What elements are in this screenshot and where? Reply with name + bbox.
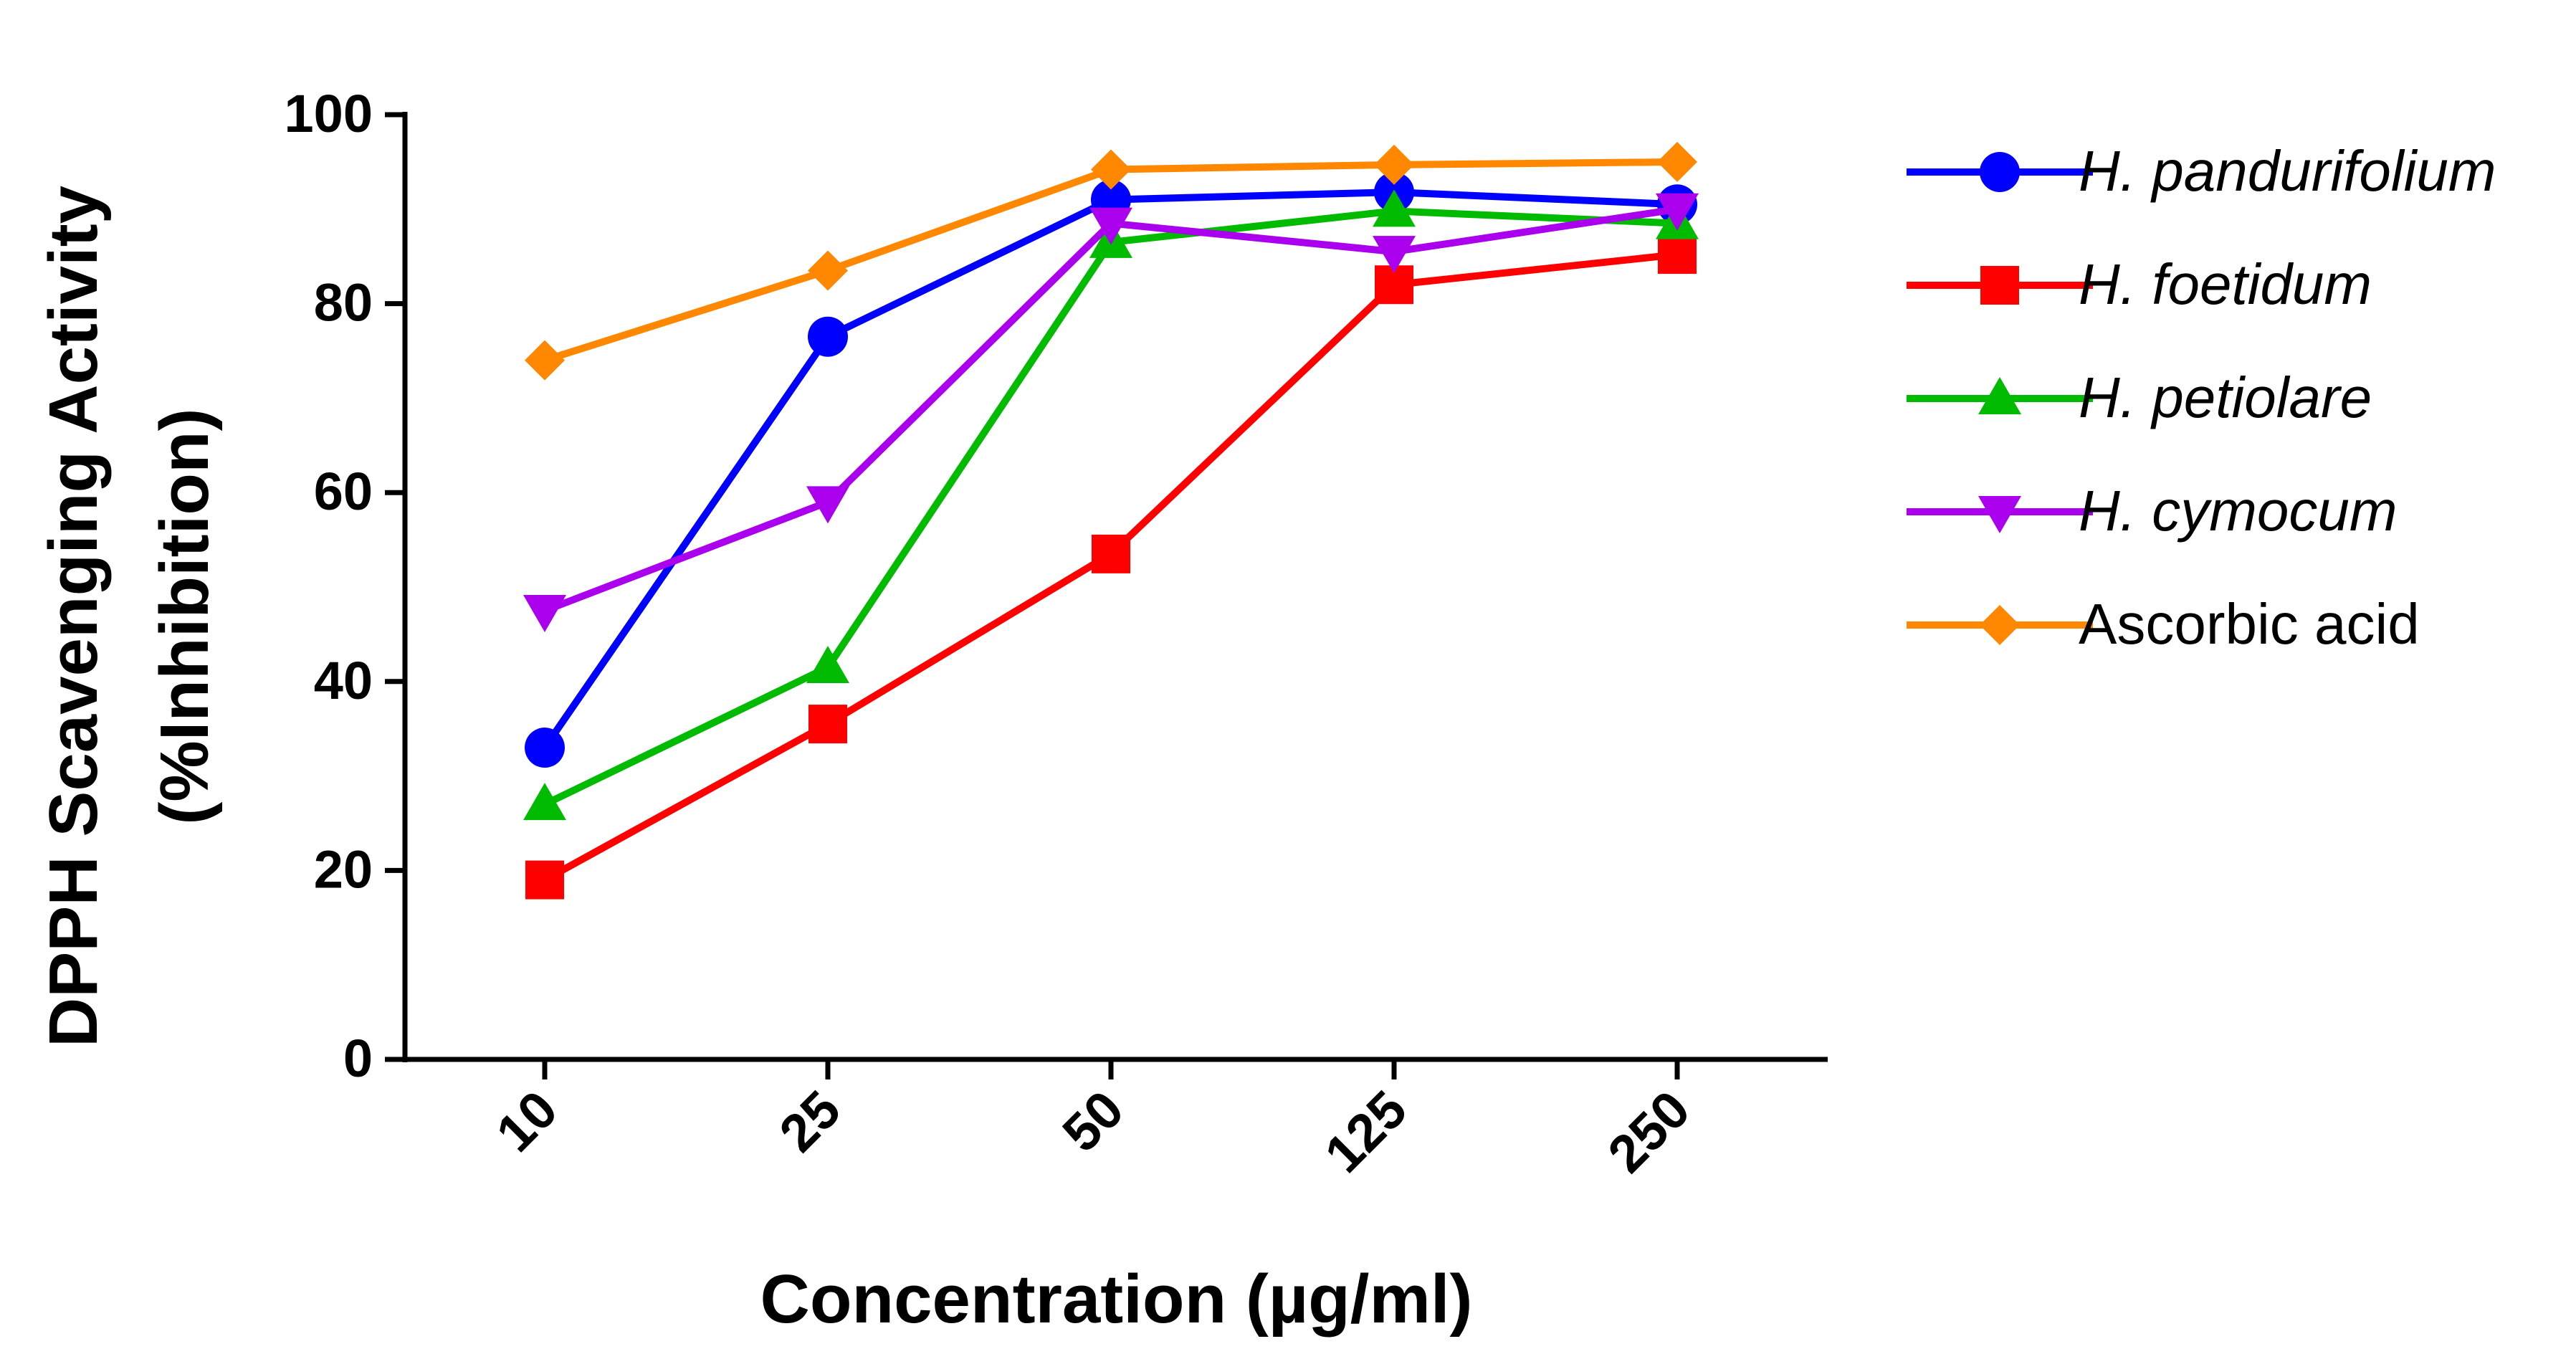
- legend-entry: H. cymocum: [1907, 479, 2398, 543]
- legend-label: H. petiolare: [2079, 366, 2372, 429]
- legend-swatch-marker: [1978, 496, 2021, 533]
- legend-label: H. cymocum: [2079, 479, 2398, 543]
- legend-label: H. pandurifolium: [2079, 139, 2496, 203]
- series-4: [525, 141, 1697, 381]
- data-point: [808, 250, 848, 291]
- y-tick-label: 60: [314, 462, 373, 521]
- x-axis-title: Concentration (µg/ml): [760, 1261, 1473, 1338]
- x-tick-label: 250: [1596, 1079, 1701, 1184]
- data-point: [525, 728, 565, 768]
- y-tick-label: 20: [314, 839, 373, 899]
- data-point: [1656, 193, 1699, 231]
- legend-swatch-marker: [1980, 152, 2020, 192]
- series-1: [525, 235, 1697, 900]
- x-tick-label: 50: [1051, 1079, 1135, 1163]
- y-tick-label: 0: [343, 1029, 373, 1088]
- x-tick-label: 25: [768, 1079, 851, 1163]
- data-point: [1373, 189, 1416, 227]
- data-point: [1091, 149, 1131, 190]
- legend-label: H. foetidum: [2079, 252, 2372, 316]
- data-point: [806, 646, 849, 684]
- data-point: [806, 486, 849, 524]
- y-tick-label: 40: [314, 651, 373, 710]
- data-point: [808, 316, 848, 357]
- legend-entry: H. petiolare: [1907, 366, 2372, 429]
- series-3: [523, 193, 1699, 632]
- series-2: [523, 189, 1699, 821]
- series-0: [525, 172, 1697, 768]
- data-point: [1373, 236, 1416, 274]
- data-point: [808, 705, 847, 744]
- legend-swatch-marker: [1980, 605, 2020, 645]
- x-tick-label: 125: [1313, 1079, 1418, 1184]
- series-line: [543, 207, 1678, 808]
- data-point: [1658, 235, 1697, 275]
- legend: H. pandurifolium H. foetidum H. petiolare H…: [1907, 139, 2496, 656]
- y-axis-title-line2: (%Inhibition): [146, 408, 223, 824]
- data-point: [1092, 534, 1130, 573]
- series-layer: [523, 141, 1699, 900]
- legend-label: Ascorbic acid: [2079, 592, 2420, 656]
- legend-entry: Ascorbic acid: [1907, 592, 2420, 656]
- axes: 0 20 40 60 80 100 10 25 50 125 250: [285, 84, 1828, 1184]
- legend-swatch-marker: [1978, 377, 2021, 414]
- y-tick-label: 80: [314, 273, 373, 333]
- legend-entry: H. foetidum: [1907, 252, 2372, 316]
- data-point: [1089, 207, 1132, 245]
- y-tick-label: 100: [285, 84, 373, 143]
- x-tick-label: 10: [485, 1079, 568, 1163]
- data-point: [523, 783, 566, 821]
- data-point: [525, 340, 565, 381]
- data-point: [523, 594, 566, 632]
- legend-entry: H. pandurifolium: [1907, 139, 2496, 203]
- data-point: [1374, 144, 1414, 185]
- y-axis-title-line1: DPPH Scavenging Activity: [35, 186, 112, 1047]
- legend-swatch-marker: [1980, 266, 2019, 305]
- data-point: [525, 860, 564, 900]
- data-point: [1657, 141, 1697, 182]
